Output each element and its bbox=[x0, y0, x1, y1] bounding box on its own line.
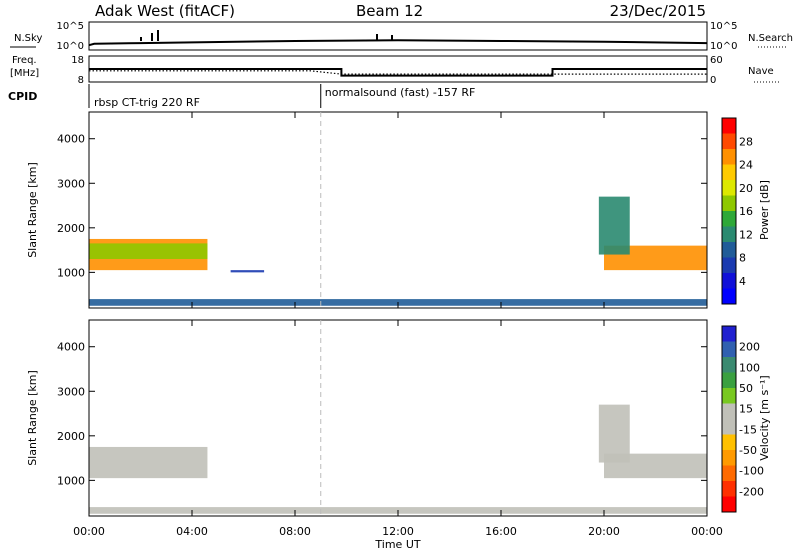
velocity-colorbar-swatch-10 bbox=[722, 481, 736, 497]
freq-tick-top: 18 bbox=[71, 55, 84, 66]
power-yticks: 1000 2000 3000 4000 bbox=[57, 133, 707, 279]
power-colorbar-swatch-6 bbox=[722, 211, 736, 227]
velocity-colorbar-swatch-8 bbox=[722, 450, 736, 466]
freq-label: Freq. bbox=[12, 55, 37, 66]
power-colorbar-swatch-11 bbox=[722, 288, 736, 305]
power-colorbar-tick-1: 24 bbox=[739, 159, 753, 172]
velocity-colorbar-swatch-11 bbox=[722, 496, 736, 513]
velocity-colorbar-swatch-3 bbox=[722, 372, 736, 389]
nave-tick-top: 60 bbox=[710, 55, 723, 66]
x-tick-label-2: 08:00 bbox=[279, 525, 311, 538]
power-colorbar: 28 24 20 16 12 8 4 bbox=[721, 117, 753, 305]
velocity-colorbar-tick-7: -200 bbox=[739, 485, 764, 498]
power-ytick-label-2: 3000 bbox=[57, 177, 85, 190]
velocity-colorbar-swatch-4 bbox=[722, 388, 736, 404]
power-colorbar-swatch-8 bbox=[722, 242, 736, 258]
power-colorbar-swatch-4 bbox=[722, 180, 736, 196]
cpid-segment-2: normalsound (fast) -157 RF bbox=[325, 86, 476, 99]
power-colorbar-tick-4: 12 bbox=[739, 228, 753, 241]
power-ylabel: Slant Range [km] bbox=[26, 162, 39, 258]
velocity-colorbar-tick-6: -100 bbox=[739, 465, 764, 478]
nsky-trace bbox=[88, 39, 708, 47]
power-ytick-label-3: 4000 bbox=[57, 133, 85, 146]
nsky-tick-top: 10^5 bbox=[57, 21, 84, 32]
nave-label: Nave bbox=[748, 66, 774, 77]
nsky-tick-bottom: 10^0 bbox=[57, 41, 84, 52]
velocity-colorbar-tick-4: -15 bbox=[739, 423, 757, 436]
power-colorbar-tick-6: 4 bbox=[739, 275, 746, 288]
nsky-spikes bbox=[140, 30, 393, 41]
freq-trace bbox=[89, 68, 707, 77]
velocity-ytick-label-0: 1000 bbox=[57, 474, 85, 487]
power-colorbar-swatch-2 bbox=[722, 149, 736, 165]
power-ytick-label-1: 2000 bbox=[57, 222, 85, 235]
velocity-colorbar: 200 100 50 15 -15 -50 -100 -200 bbox=[721, 325, 764, 513]
power-colorbar-swatch-9 bbox=[722, 257, 736, 274]
velocity-yticks: 1000 2000 3000 4000 bbox=[57, 341, 707, 487]
velocity-colorbar-swatch-9 bbox=[722, 465, 736, 482]
power-colorbar-swatch-7 bbox=[722, 226, 736, 243]
nave-trace bbox=[89, 70, 707, 75]
velocity-echo-2 bbox=[598, 404, 630, 463]
velocity-ytick-label-3: 4000 bbox=[57, 341, 85, 354]
power-echo-1 bbox=[89, 243, 208, 259]
velocity-colorbar-swatch-1 bbox=[722, 341, 736, 358]
x-tick-label-3: 12:00 bbox=[382, 525, 414, 538]
power-colorbar-label: Power [dB] bbox=[758, 180, 771, 240]
nsearch-tick-top: 10^5 bbox=[710, 21, 737, 32]
velocity-ytick-label-2: 3000 bbox=[57, 385, 85, 398]
velocity-colorbar-label: Velocity [m s⁻¹] bbox=[758, 375, 771, 460]
power-colorbar-swatch-10 bbox=[722, 273, 736, 289]
power-colorbar-swatch-3 bbox=[722, 164, 736, 181]
nsearch-tick-bottom: 10^0 bbox=[710, 41, 737, 52]
velocity-colorbar-tick-2: 50 bbox=[739, 382, 753, 395]
x-tick-label-6: 00:00 bbox=[691, 525, 723, 538]
power-colorbar-swatch-0 bbox=[722, 118, 736, 134]
velocity-colorbar-frame bbox=[721, 325, 737, 513]
nsky-label: N.Sky bbox=[14, 33, 42, 44]
velocity-colorbar-tick-3: 15 bbox=[739, 403, 753, 416]
velocity-colorbar-swatch-5 bbox=[722, 403, 736, 420]
cpid-label: CPID bbox=[8, 90, 37, 103]
nsearch-label: N.Search bbox=[748, 33, 793, 44]
freq-tick-bottom: 8 bbox=[78, 75, 84, 86]
power-colorbar-tick-3: 16 bbox=[739, 205, 753, 218]
power-colorbar-swatch-1 bbox=[722, 133, 736, 150]
date-title: 23/Dec/2015 bbox=[610, 2, 706, 20]
power-colorbar-tick-0: 28 bbox=[739, 135, 753, 148]
nsky-panel bbox=[88, 21, 708, 51]
x-tick-label-1: 04:00 bbox=[176, 525, 208, 538]
beam-title: Beam 12 bbox=[356, 2, 423, 20]
power-colorbar-tick-2: 20 bbox=[739, 182, 753, 195]
velocity-colorbar-swatch-7 bbox=[722, 434, 736, 451]
station-title: Adak West (fitACF) bbox=[95, 2, 235, 20]
velocity-panel bbox=[88, 319, 708, 517]
velocity-colorbar-tick-1: 100 bbox=[739, 361, 760, 374]
power-panel bbox=[88, 111, 708, 309]
velocity-colorbar-swatch-6 bbox=[722, 419, 736, 435]
x-axis-label: Time UT bbox=[374, 538, 420, 551]
velocity-colorbar-tick-5: -50 bbox=[739, 444, 757, 457]
power-colorbar-swatch-5 bbox=[722, 195, 736, 212]
power-colorbar-frame bbox=[721, 117, 737, 305]
velocity-ytick-label-1: 2000 bbox=[57, 430, 85, 443]
freq-unit-label: [MHz] bbox=[10, 68, 39, 79]
x-tick-label-4: 16:00 bbox=[485, 525, 517, 538]
x-axis-ticks: 00:00 04:00 08:00 12:00 16:00 20:00 00:00 bbox=[73, 112, 723, 538]
power-colorbar-tick-5: 8 bbox=[739, 252, 746, 265]
cpid-segment-1: rbsp CT-trig 220 RF bbox=[94, 96, 200, 109]
power-echo-3 bbox=[598, 196, 630, 255]
power-ytick-label-0: 1000 bbox=[57, 266, 85, 279]
velocity-colorbar-swatch-0 bbox=[722, 326, 736, 342]
velocity-echo-0 bbox=[89, 446, 208, 479]
x-tick-label-5: 20:00 bbox=[588, 525, 620, 538]
x-tick-label-0: 00:00 bbox=[73, 525, 105, 538]
velocity-colorbar-swatch-2 bbox=[722, 357, 736, 373]
velocity-colorbar-tick-0: 200 bbox=[739, 341, 760, 354]
power-echo-4 bbox=[230, 270, 265, 273]
velocity-ylabel: Slant Range [km] bbox=[26, 370, 39, 466]
nave-tick-bottom: 0 bbox=[710, 75, 716, 86]
